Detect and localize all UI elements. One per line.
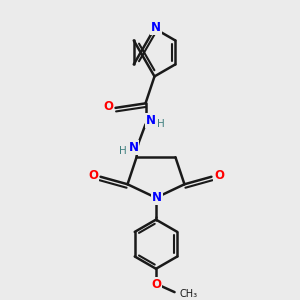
Text: O: O <box>88 169 98 182</box>
Text: N: N <box>146 114 156 127</box>
Text: CH₃: CH₃ <box>180 289 198 298</box>
Text: N: N <box>128 141 139 154</box>
Text: N: N <box>151 21 161 34</box>
Text: O: O <box>103 100 113 113</box>
Text: N: N <box>152 190 162 204</box>
Text: H: H <box>118 146 126 156</box>
Text: O: O <box>214 169 224 182</box>
Text: H: H <box>157 119 165 129</box>
Text: O: O <box>151 278 161 291</box>
